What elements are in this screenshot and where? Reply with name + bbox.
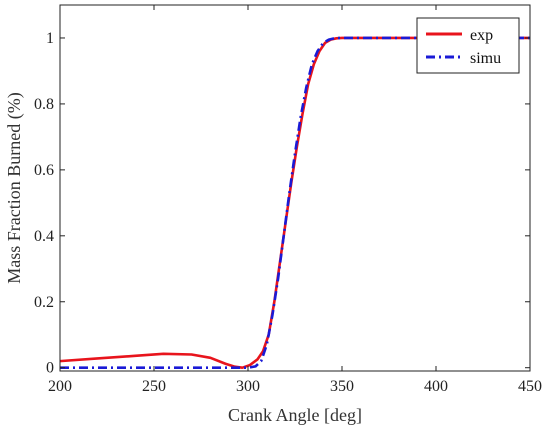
x-tick-label: 400 — [424, 378, 448, 395]
legend-box — [416, 17, 520, 74]
x-axis-label: Crank Angle [deg] — [228, 405, 362, 425]
x-tick-label: 200 — [48, 378, 72, 395]
legend-label-exp: exp — [470, 27, 493, 44]
y-tick-label: 0.6 — [34, 162, 54, 179]
x-tick-label: 350 — [330, 378, 354, 395]
x-tick-label: 450 — [518, 378, 542, 395]
legend: exp simu — [416, 17, 520, 74]
x-tick-label: 250 — [142, 378, 166, 395]
y-tick-label: 1 — [46, 30, 54, 47]
y-axis-label: Mass Fraction Burned (%) — [4, 92, 25, 283]
plot-frame — [59, 4, 531, 372]
y-tick-label: 0 — [46, 360, 54, 377]
series-layer — [59, 36, 530, 370]
series-line-simu — [60, 36, 530, 370]
y-ticks: 0 0.2 0.4 0.6 0.8 1 — [34, 30, 530, 377]
y-tick-label: 0.4 — [34, 228, 54, 245]
x-tick-label: 300 — [236, 378, 260, 395]
y-tick-label: 0.8 — [34, 96, 54, 113]
x-ticks: 200 250 300 350 400 450 — [48, 5, 542, 395]
legend-label-simu: simu — [470, 50, 501, 67]
y-tick-label: 0.2 — [34, 294, 54, 311]
